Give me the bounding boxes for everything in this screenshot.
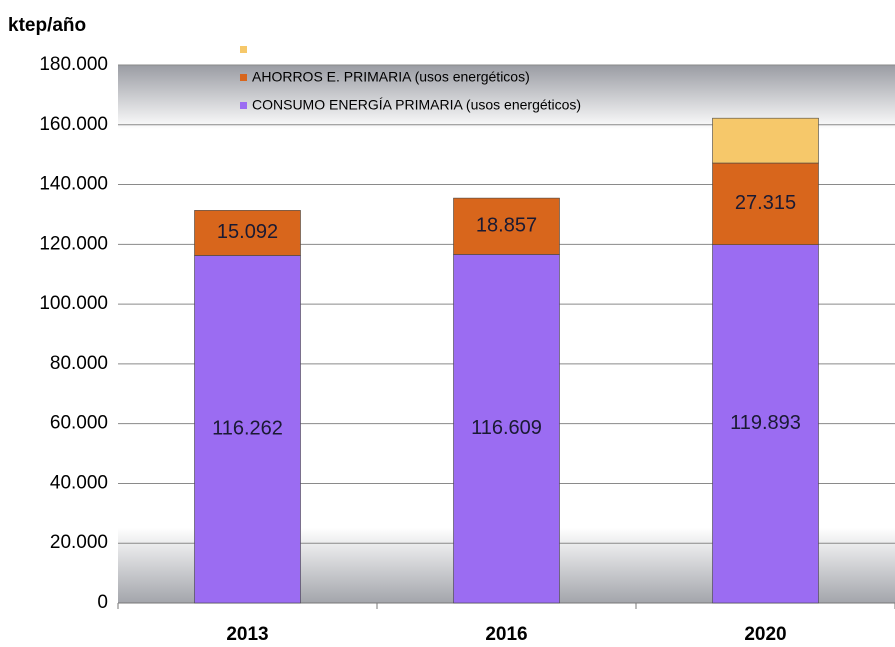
y-tick-label: 80.000 bbox=[50, 353, 108, 374]
bar-segment bbox=[712, 244, 819, 604]
y-tick-label: 120.000 bbox=[39, 233, 108, 254]
axis-label: ktep/año bbox=[8, 15, 86, 36]
bar-segment bbox=[194, 210, 301, 256]
legend-label: AHORROS E. PRIMARIA (usos energéticos) bbox=[252, 69, 530, 85]
y-tick-label: 160.000 bbox=[39, 114, 108, 135]
bar-segment bbox=[453, 254, 560, 604]
legend-marker bbox=[240, 74, 247, 81]
bar-segment bbox=[712, 162, 819, 245]
bar-segment bbox=[194, 255, 301, 604]
y-tick-label: 100.000 bbox=[39, 293, 108, 314]
bar-segment bbox=[712, 117, 819, 164]
y-tick-label: 40.000 bbox=[50, 472, 108, 493]
value-label: 18.857 bbox=[476, 215, 537, 237]
y-tick-label: 0 bbox=[97, 592, 108, 613]
value-label: 116.609 bbox=[471, 417, 542, 439]
value-label: 119.893 bbox=[730, 412, 801, 434]
y-tick-label: 20.000 bbox=[50, 532, 108, 553]
x-tick-label: 2013 bbox=[226, 624, 268, 645]
x-tick-label: 2016 bbox=[485, 624, 527, 645]
y-tick-label: 60.000 bbox=[50, 413, 108, 434]
y-tick-label: 180.000 bbox=[39, 54, 108, 75]
y-tick-label: 140.000 bbox=[39, 174, 108, 195]
legend-label: CONSUMO ENERGÍA PRIMARIA (usos energétic… bbox=[252, 97, 581, 113]
x-tick-label: 2020 bbox=[744, 624, 786, 645]
bar-segment bbox=[453, 197, 560, 255]
value-label: 15.092 bbox=[217, 221, 278, 243]
legend-marker bbox=[240, 102, 247, 109]
value-label: 27.315 bbox=[735, 192, 796, 214]
legend-marker bbox=[240, 46, 247, 53]
value-label: 116.262 bbox=[212, 418, 283, 440]
